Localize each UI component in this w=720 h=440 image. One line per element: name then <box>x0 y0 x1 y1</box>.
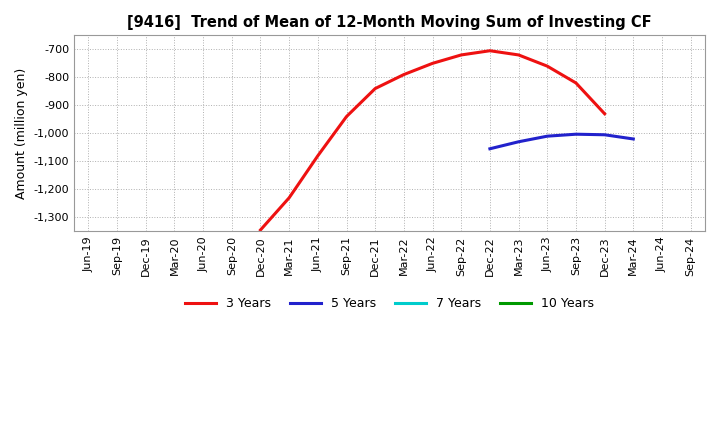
Y-axis label: Amount (million yen): Amount (million yen) <box>15 68 28 199</box>
Title: [9416]  Trend of Mean of 12-Month Moving Sum of Investing CF: [9416] Trend of Mean of 12-Month Moving … <box>127 15 652 30</box>
Legend: 3 Years, 5 Years, 7 Years, 10 Years: 3 Years, 5 Years, 7 Years, 10 Years <box>180 292 599 315</box>
